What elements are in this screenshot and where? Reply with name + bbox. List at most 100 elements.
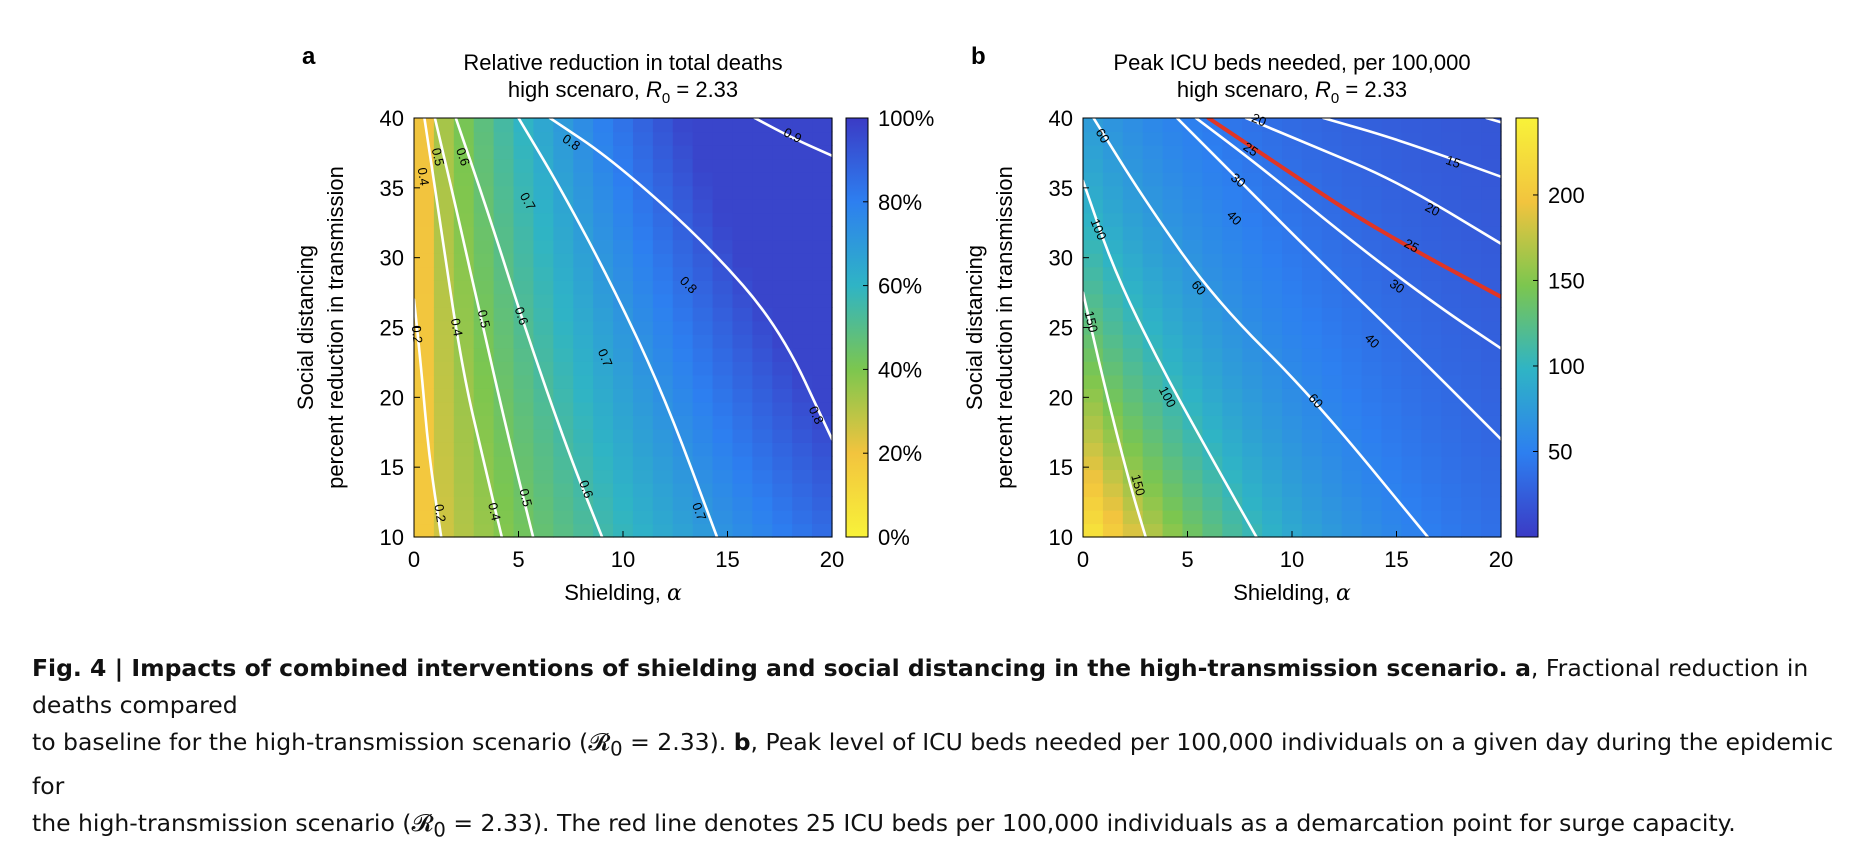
heatmap-cell xyxy=(1341,172,1363,187)
heatmap-cell xyxy=(493,361,515,376)
heatmap-cell xyxy=(1341,388,1363,403)
heatmap-cell xyxy=(533,212,554,227)
heatmap-cell xyxy=(1321,428,1343,443)
heatmap-cell xyxy=(1262,455,1283,471)
heatmap-cell xyxy=(632,523,654,538)
heatmap-cell xyxy=(1122,199,1144,214)
heatmap-cell xyxy=(632,280,654,295)
heatmap-cell xyxy=(732,361,753,376)
heatmap-cell xyxy=(1162,320,1184,335)
heatmap-cell xyxy=(473,266,495,281)
heatmap-cell xyxy=(553,455,574,471)
heatmap-cell xyxy=(1102,158,1124,173)
heatmap-cell xyxy=(493,320,515,335)
heatmap-cell xyxy=(1222,455,1243,471)
heatmap-cell xyxy=(1262,374,1283,389)
heatmap-cell xyxy=(613,253,634,268)
contour-label: 0.9 xyxy=(781,125,804,146)
heatmap-cell xyxy=(1341,307,1363,322)
heatmap-cell xyxy=(1461,307,1482,322)
x-tick-label: 15 xyxy=(715,547,739,572)
heatmap-cell xyxy=(613,320,634,335)
caption-text-a2: to baseline for the high-transmission sc… xyxy=(32,728,589,756)
heatmap-cell xyxy=(1142,158,1164,173)
heatmap-cell xyxy=(1282,320,1303,335)
heatmap-cell xyxy=(1122,118,1144,133)
heatmap-cell xyxy=(1441,496,1462,511)
heatmap-cell xyxy=(1102,428,1124,443)
heatmap-cell xyxy=(513,388,535,403)
heatmap-cell xyxy=(1441,253,1462,268)
heatmap-cell xyxy=(652,320,674,335)
heatmap-cell xyxy=(652,347,674,362)
heatmap-cell xyxy=(533,226,554,241)
heatmap-cell xyxy=(493,131,515,146)
heatmap-cell xyxy=(553,523,574,538)
heatmap-cell xyxy=(453,523,475,538)
heatmap-cell xyxy=(1321,509,1343,525)
heatmap-cell xyxy=(593,347,614,362)
heatmap-cell xyxy=(593,442,614,457)
heatmap-cell xyxy=(632,239,654,254)
heatmap-cell xyxy=(1282,482,1303,498)
contour-0.7 xyxy=(517,118,719,537)
heatmap-cell xyxy=(1162,293,1184,308)
y-tick-label: 30 xyxy=(1049,246,1073,271)
heatmap-cell xyxy=(1481,455,1502,471)
heatmap-cell xyxy=(1222,293,1243,308)
heatmap-cell xyxy=(1361,415,1383,430)
heatmap-cell xyxy=(1421,347,1442,362)
heatmap-cell xyxy=(632,428,654,443)
heatmap-cell xyxy=(672,158,694,173)
contour-150 xyxy=(1083,291,1147,537)
heatmap-cell xyxy=(692,172,714,187)
heatmap-cell xyxy=(1441,388,1462,403)
heatmap-cell xyxy=(1122,428,1144,443)
heatmap-cell xyxy=(632,158,654,173)
heatmap-cell xyxy=(453,469,475,484)
heatmap-cell xyxy=(1162,253,1184,268)
heatmap-cell xyxy=(1421,185,1442,200)
heatmap-cell xyxy=(1262,415,1283,430)
heatmap-cell xyxy=(752,415,773,430)
heatmap-cell xyxy=(1242,334,1263,349)
heatmap-cell xyxy=(1262,185,1283,200)
heatmap-cell xyxy=(1401,199,1422,214)
heatmap-cell xyxy=(1182,496,1204,511)
contour-60 xyxy=(1092,118,1430,537)
heatmap-cell xyxy=(513,266,535,281)
heatmap-cell xyxy=(1083,226,1104,241)
heatmap-cell xyxy=(593,482,614,498)
heatmap-cell xyxy=(712,212,734,227)
heatmap-cell xyxy=(652,239,674,254)
heatmap-cell xyxy=(1122,145,1144,160)
caption-value-2: = 2.33 xyxy=(445,808,533,837)
heatmap-cell xyxy=(1321,388,1343,403)
heatmap-cell xyxy=(1162,401,1184,416)
heatmap-cell xyxy=(1361,145,1383,160)
heatmap-cell xyxy=(1481,428,1502,443)
colorbar-tick-label: 40% xyxy=(878,357,922,382)
heatmap-cell xyxy=(453,199,475,214)
heatmap-cell xyxy=(1122,212,1144,227)
heatmap-cell xyxy=(1262,320,1283,335)
heatmap-cell xyxy=(414,212,435,227)
heatmap-cell xyxy=(414,469,435,484)
heatmap-cell xyxy=(632,307,654,322)
heatmap-cell xyxy=(533,401,554,416)
contour-0.2 xyxy=(414,298,443,537)
y-tick-label: 20 xyxy=(380,385,404,410)
heatmap-cell xyxy=(1122,523,1144,538)
heatmap-cell xyxy=(812,199,833,214)
heatmap-cell xyxy=(1142,415,1164,430)
figure: a Relative reduction in total deathshigh … xyxy=(293,43,1585,606)
heatmap-cell xyxy=(553,509,574,525)
heatmap-cell xyxy=(752,374,773,389)
heatmap-cell xyxy=(553,131,574,146)
heatmap-cell xyxy=(812,118,833,133)
heatmap-cell xyxy=(1341,482,1363,498)
heatmap-cell xyxy=(1122,442,1144,457)
heatmap-cell xyxy=(433,253,455,268)
heatmap-cell xyxy=(1282,266,1303,281)
heatmap-cell xyxy=(792,307,813,322)
